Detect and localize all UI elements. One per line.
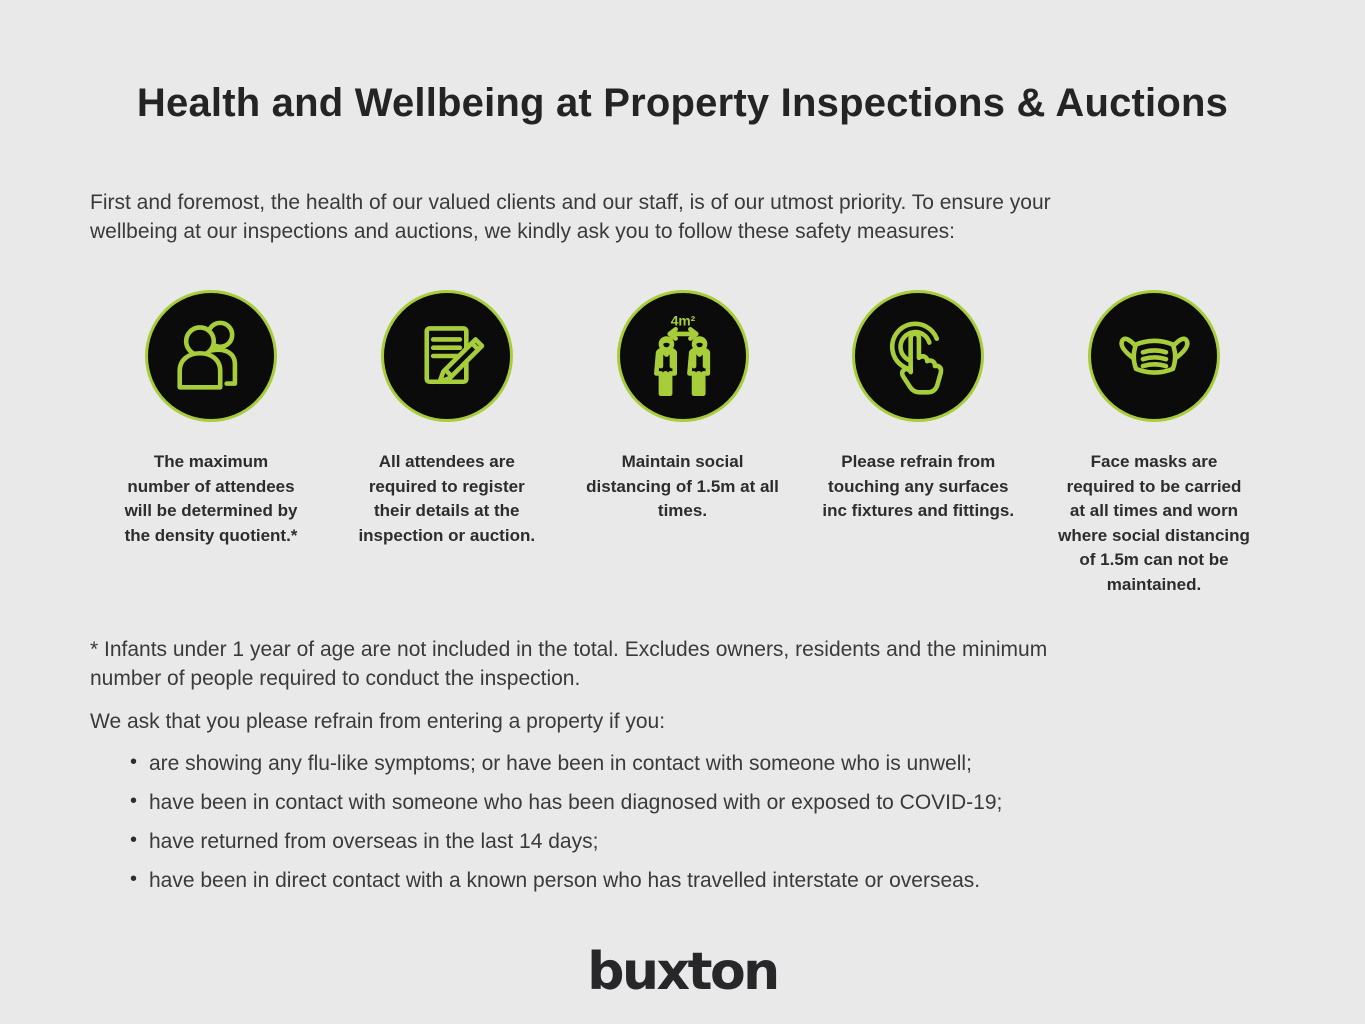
page-title: Health and Wellbeing at Property Inspect… bbox=[136, 81, 1229, 125]
attendees-icon bbox=[145, 290, 277, 422]
intro-text: First and foremost, the health of our va… bbox=[90, 191, 1051, 243]
face-mask-icon bbox=[1088, 290, 1220, 422]
refrain-item: have returned from overseas in the last … bbox=[130, 827, 1295, 855]
measure-caption: Maintain social distancing of 1.5m at al… bbox=[586, 452, 779, 520]
refrain-list: are showing any flu-like symptoms; or ha… bbox=[0, 749, 1295, 894]
social-distancing-icon: 4m² bbox=[616, 290, 749, 422]
measure-register: All attendees are required to register t… bbox=[336, 290, 558, 597]
refrain-item: have been in contact with someone who ha… bbox=[130, 788, 1295, 816]
measure-face-masks: Face masks are required to be carried at… bbox=[1043, 290, 1265, 597]
safety-measures-row: The maximum number of attendees will be … bbox=[100, 290, 1265, 597]
measure-caption: Please refrain from touching any surface… bbox=[822, 452, 1015, 520]
footnote-text: * Infants under 1 year of age are not in… bbox=[90, 638, 1048, 690]
distance-label: 4m² bbox=[670, 314, 695, 329]
refrain-heading: We ask that you please refrain from ente… bbox=[90, 710, 666, 733]
refrain-item: have been in direct contact with a known… bbox=[130, 866, 1295, 894]
measure-caption: Face masks are required to be carried at… bbox=[1058, 452, 1250, 594]
measure-social-distancing: 4m² Maintain social distancing of 1.5m bbox=[572, 290, 794, 597]
refrain-item: are showing any flu-like symptoms; or ha… bbox=[130, 749, 1295, 777]
no-touching-icon bbox=[852, 290, 985, 422]
measure-max-attendees: The maximum number of attendees will be … bbox=[100, 290, 322, 597]
buxton-logo: buxton bbox=[587, 942, 780, 1002]
register-icon bbox=[380, 290, 513, 422]
measure-caption: All attendees are required to register t… bbox=[358, 452, 536, 545]
measure-caption: The maximum number of attendees will be … bbox=[124, 452, 298, 545]
measure-no-touching: Please refrain from touching any surface… bbox=[807, 290, 1029, 597]
